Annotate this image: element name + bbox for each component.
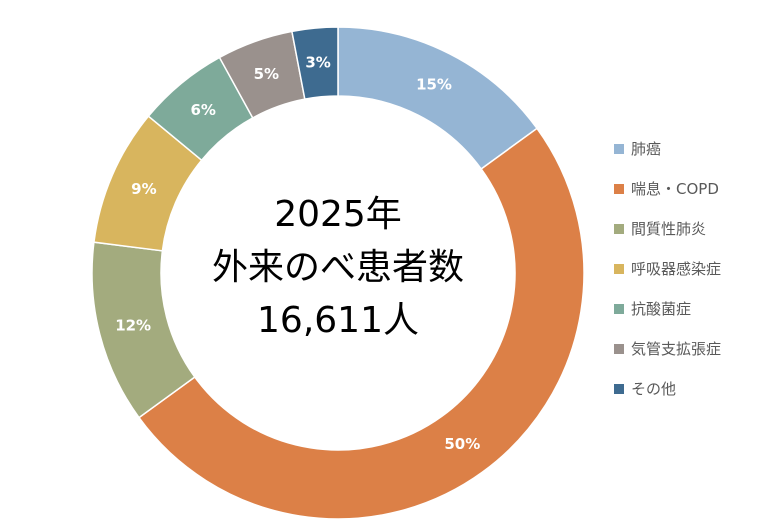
legend-item-2: 喘息・COPD [614, 178, 764, 218]
legend-swatch [614, 184, 624, 194]
legend-label: 気管支拡張症 [631, 340, 722, 358]
legend-item-6: 気管支拡張症 [614, 338, 764, 378]
donut-slice-2 [137, 127, 585, 520]
center-title-year: 2025年 [274, 194, 402, 235]
slice-data-label-4: 9% [131, 180, 156, 198]
legend-label: 抗酸菌症 [631, 300, 692, 318]
slice-data-label-2: 50% [444, 435, 480, 453]
legend-label: 喘息・COPD [631, 180, 719, 198]
slice-data-label-5: 6% [190, 101, 215, 119]
slice-data-labels: 15% 50% 12% 9% 6% 5% 3% [115, 53, 480, 453]
legend-swatch [614, 264, 624, 274]
center-title-metric: 外来のべ患者数 [212, 247, 464, 288]
donut-slices [91, 26, 585, 520]
legend-swatch [614, 304, 624, 314]
legend-swatch [614, 224, 624, 234]
slice-data-label-1: 15% [416, 76, 452, 94]
center-title: 2025年 外来のべ患者数 16,611人 [212, 194, 464, 341]
slice-data-label-7: 3% [305, 53, 330, 71]
legend-label: 肺癌 [631, 140, 662, 158]
legend-label: その他 [631, 380, 677, 398]
chart-legend: 肺癌喘息・COPD 間質性肺炎呼吸器感染症 抗酸菌症気管支拡張症 その他 [614, 138, 764, 418]
center-title-total: 16,611人 [257, 300, 419, 341]
legend-item-1: 肺癌 [614, 138, 764, 178]
donut-slice-7 [291, 26, 339, 101]
legend-swatch [614, 384, 624, 394]
legend-label: 呼吸器感染症 [631, 260, 722, 278]
slice-data-label-3: 12% [115, 317, 151, 335]
legend-item-4: 呼吸器感染症 [614, 258, 764, 298]
slice-data-label-6: 5% [254, 65, 279, 83]
legend-swatch [614, 344, 624, 354]
legend-item-5: 抗酸菌症 [614, 298, 764, 338]
legend-swatch [614, 144, 624, 154]
legend-item-3: 間質性肺炎 [614, 218, 764, 258]
donut-slice-1 [337, 26, 539, 171]
legend-label: 間質性肺炎 [631, 220, 707, 238]
legend-item-7: その他 [614, 378, 764, 418]
